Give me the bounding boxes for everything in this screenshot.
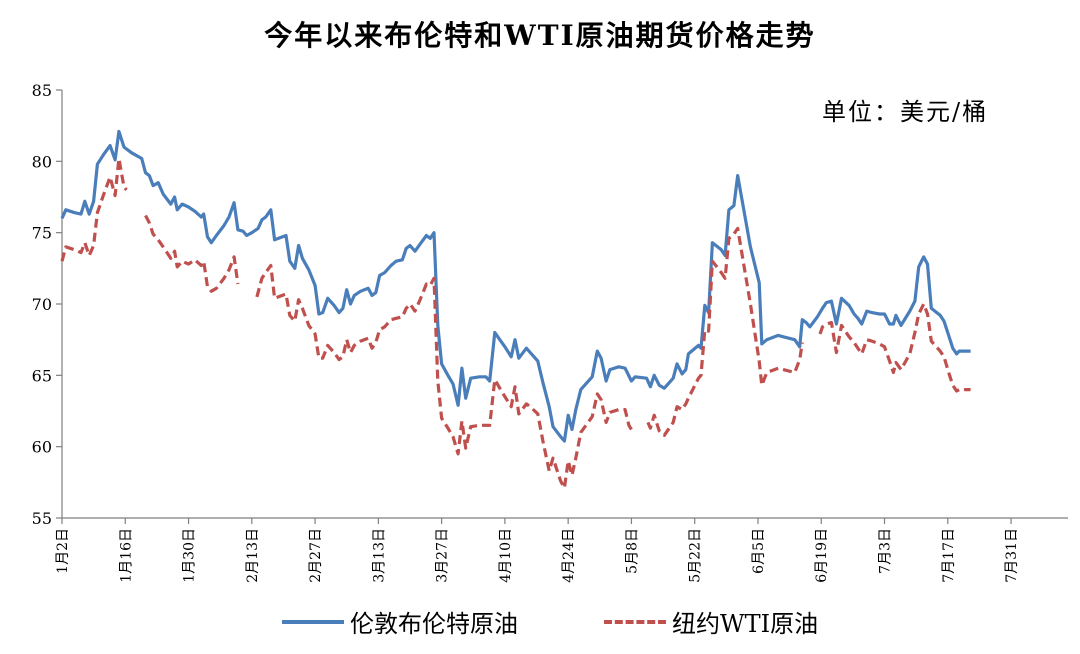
y-tick-label: 60 xyxy=(32,438,52,457)
y-tick-label: 55 xyxy=(32,509,52,528)
x-tick-label: 7月17日 xyxy=(941,528,957,583)
y-tick-label: 85 xyxy=(32,81,52,100)
x-tick-label: 3月27日 xyxy=(435,528,451,583)
legend: 伦敦布伦特原油 纽约WTI原油 xyxy=(0,604,1080,644)
y-tick-label: 75 xyxy=(32,224,52,243)
x-tick-label: 3月13日 xyxy=(371,528,387,583)
x-tick-label: 7月3日 xyxy=(878,528,894,574)
legend-label-brent: 伦敦布伦特原油 xyxy=(350,610,518,638)
chart-title: 今年以来布伦特和WTI原油期货价格走势 xyxy=(264,19,816,52)
x-tick-label: 1月16日 xyxy=(118,528,134,583)
y-tick-label: 80 xyxy=(32,152,52,171)
legend-swatch-brent xyxy=(282,619,344,624)
x-tick-label: 4月24日 xyxy=(561,528,577,583)
legend-label-wti: 纽约WTI原油 xyxy=(672,610,819,638)
x-tick-label: 6月19日 xyxy=(814,528,830,583)
x-tick-label: 1月2日 xyxy=(55,528,71,574)
x-tick-label: 1月30日 xyxy=(182,528,198,583)
y-tick-label: 65 xyxy=(32,366,52,385)
legend-item-brent: 伦敦布伦特原油 xyxy=(282,604,518,639)
y-tick-label: 70 xyxy=(32,295,52,314)
x-tick-label: 2月13日 xyxy=(245,528,261,583)
x-tick-label: 5月8日 xyxy=(624,528,640,574)
legend-item-wti: 纽约WTI原油 xyxy=(604,604,818,639)
unit-label: 单位：美元/桶 xyxy=(822,98,989,126)
x-tick-label: 6月5日 xyxy=(751,528,767,574)
x-tick-label: 5月22日 xyxy=(688,528,704,583)
series-line-brent xyxy=(60,129,971,443)
series-line-wti xyxy=(60,156,971,490)
x-tick-label: 7月31日 xyxy=(1004,528,1020,583)
x-tick-label: 2月27日 xyxy=(308,528,324,583)
legend-swatch-wti xyxy=(604,619,666,624)
x-tick-label: 4月10日 xyxy=(498,528,514,583)
